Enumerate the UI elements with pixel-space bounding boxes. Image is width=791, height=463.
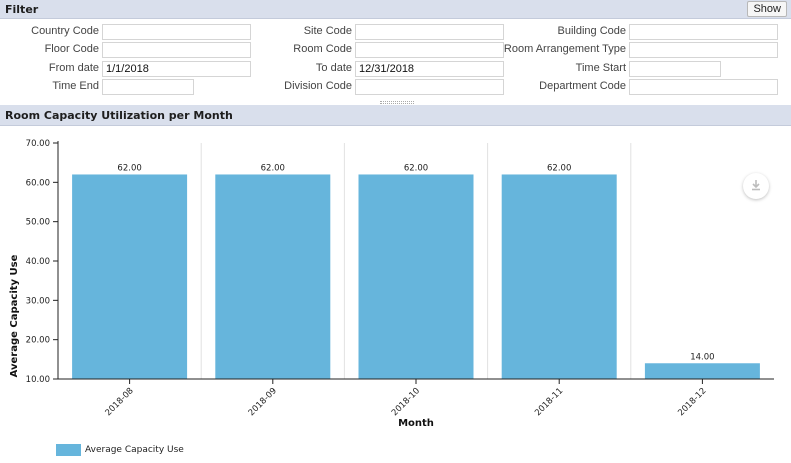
x-tick-label: 2018-09 (247, 386, 279, 418)
division-code-label: Division Code (284, 80, 352, 92)
bars (72, 174, 760, 379)
y-axis-label: Average Capacity Use (9, 254, 20, 377)
time-end-input[interactable] (102, 79, 194, 95)
department-code-input[interactable] (629, 79, 778, 95)
filter-title: Filter (5, 3, 39, 16)
division-code-input[interactable] (355, 79, 504, 95)
filter-panel-header: Filter Show (0, 0, 791, 19)
from-date-label: From date (48, 62, 99, 74)
legend-swatch (56, 444, 81, 456)
grid-lines (200, 143, 632, 379)
data-labels: 62.00 62.00 62.00 62.00 14.00 (117, 163, 714, 362)
room-code-label: Room Code (293, 43, 352, 55)
building-code-input[interactable] (629, 24, 778, 40)
bar (72, 174, 188, 379)
data-label: 62.00 (404, 163, 428, 173)
room-code-input[interactable] (355, 42, 504, 58)
x-tick-label: 2018-08 (104, 386, 136, 418)
building-code-label: Building Code (557, 25, 627, 37)
y-tick-label: 10.00 (26, 375, 50, 385)
site-code-label: Site Code (303, 25, 352, 37)
y-tick-label: 20.00 (26, 336, 50, 346)
panel-splitter[interactable] (380, 101, 414, 104)
chart-panel-header: Room Capacity Utilization per Month (0, 105, 791, 126)
department-code-label: Department Code (539, 80, 626, 92)
axes (53, 141, 774, 384)
y-tick-label: 50.00 (26, 218, 50, 228)
bar (358, 174, 474, 379)
bar (501, 174, 617, 379)
time-end-label: Time End (52, 80, 99, 92)
country-code-input[interactable] (102, 24, 251, 40)
data-label: 62.00 (547, 163, 571, 173)
y-tick-label: 60.00 (26, 178, 50, 188)
chart-panel-title: Room Capacity Utilization per Month (5, 109, 233, 122)
x-tick-label: 2018-10 (390, 386, 422, 418)
x-tick-label: 2018-12 (676, 386, 708, 418)
x-axis-label: Month (398, 418, 434, 429)
show-button[interactable]: Show (747, 1, 787, 17)
bar (644, 363, 760, 379)
y-tick-label: 30.00 (26, 296, 50, 306)
capacity-bar-chart: 10.00 20.00 30.00 40.00 50.00 60.00 70.00 2018… (9, 139, 774, 429)
x-tick-labels: 2018-08 2018-09 2018-10 2018-11 2018-12 (104, 386, 709, 418)
download-button[interactable] (743, 173, 769, 199)
site-code-input[interactable] (355, 24, 504, 40)
to-date-label: To date (315, 62, 352, 74)
room-arrangement-type-input[interactable] (629, 42, 778, 58)
from-date-input[interactable]: 1/1/2018 (102, 61, 251, 77)
y-tick-labels: 10.00 20.00 30.00 40.00 50.00 60.00 70.00 (26, 139, 50, 385)
y-tick-label: 70.00 (26, 139, 50, 149)
room-arrangement-type-label: Room Arrangement Type (503, 43, 626, 55)
floor-code-label: Floor Code (44, 43, 99, 55)
time-start-input[interactable] (629, 61, 721, 77)
data-label: 62.00 (117, 163, 141, 173)
bar (215, 174, 331, 379)
legend-label: Average Capacity Use (85, 445, 184, 455)
download-icon (750, 179, 762, 194)
x-tick-label: 2018-11 (533, 386, 565, 418)
data-label: 62.00 (261, 163, 285, 173)
country-code-label: Country Code (31, 25, 99, 37)
floor-code-input[interactable] (102, 42, 251, 58)
to-date-input[interactable]: 12/31/2018 (355, 61, 504, 77)
time-start-label: Time Start (575, 62, 626, 74)
y-tick-label: 40.00 (26, 257, 50, 267)
data-label: 14.00 (690, 352, 714, 362)
